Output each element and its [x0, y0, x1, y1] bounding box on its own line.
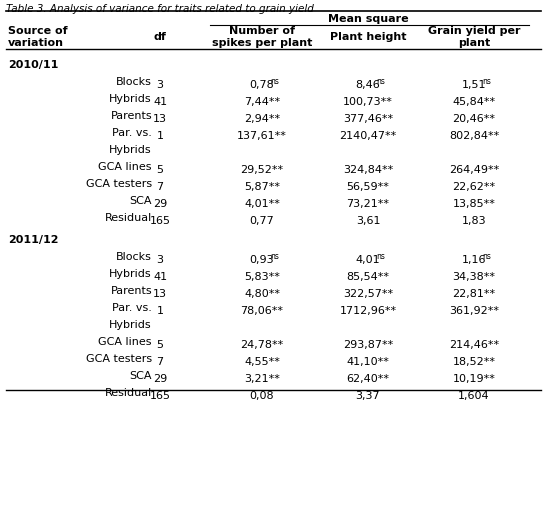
Text: Hybrids: Hybrids	[109, 145, 152, 155]
Text: Hybrids: Hybrids	[109, 320, 152, 330]
Text: 13: 13	[153, 114, 167, 124]
Text: 34,38**: 34,38**	[452, 272, 496, 281]
Text: 137,61**: 137,61**	[237, 131, 287, 140]
Text: 10,19**: 10,19**	[452, 374, 496, 384]
Text: 62,40**: 62,40**	[346, 374, 389, 384]
Text: ns: ns	[482, 251, 491, 261]
Text: 1,16: 1,16	[462, 254, 486, 265]
Text: 2011/12: 2011/12	[8, 235, 59, 245]
Text: 2010/11: 2010/11	[8, 60, 59, 70]
Text: 165: 165	[149, 216, 171, 225]
Text: Grain yield per
plant: Grain yield per plant	[428, 26, 520, 48]
Text: 73,21**: 73,21**	[346, 199, 389, 209]
Text: 1,51: 1,51	[462, 79, 486, 90]
Text: 324,84**: 324,84**	[343, 164, 393, 175]
Text: 3: 3	[156, 79, 164, 90]
Text: 0,77: 0,77	[249, 216, 275, 225]
Text: 0,08: 0,08	[249, 390, 274, 401]
Text: Plant height: Plant height	[330, 32, 406, 42]
Text: 20,46**: 20,46**	[452, 114, 496, 124]
Text: 7: 7	[156, 182, 164, 192]
Text: Hybrids: Hybrids	[109, 269, 152, 279]
Text: 1,604: 1,604	[458, 390, 490, 401]
Text: 13: 13	[153, 289, 167, 299]
Text: 18,52**: 18,52**	[452, 357, 496, 366]
Text: SCA: SCA	[130, 371, 152, 381]
Text: Par. vs.: Par. vs.	[112, 128, 152, 138]
Text: 1: 1	[156, 131, 164, 140]
Text: Source of
variation: Source of variation	[8, 26, 68, 48]
Text: SCA: SCA	[130, 196, 152, 206]
Text: 4,01: 4,01	[356, 254, 380, 265]
Text: ns: ns	[270, 251, 279, 261]
Text: 2140,47**: 2140,47**	[339, 131, 397, 140]
Text: Par. vs.: Par. vs.	[112, 303, 152, 313]
Text: 45,84**: 45,84**	[452, 97, 496, 107]
Text: 29: 29	[153, 199, 167, 209]
Text: Table 3. Analysis of variance for traits related to grain yield: Table 3. Analysis of variance for traits…	[6, 4, 314, 14]
Text: 5,87**: 5,87**	[244, 182, 280, 192]
Text: 13,85**: 13,85**	[452, 199, 496, 209]
Text: Mean square: Mean square	[328, 14, 408, 24]
Text: 377,46**: 377,46**	[343, 114, 393, 124]
Text: 361,92**: 361,92**	[449, 305, 499, 316]
Text: 3,61: 3,61	[356, 216, 380, 225]
Text: 1,83: 1,83	[462, 216, 486, 225]
Text: 1: 1	[156, 305, 164, 316]
Text: 22,81**: 22,81**	[452, 289, 496, 299]
Text: 165: 165	[149, 390, 171, 401]
Text: 41: 41	[153, 97, 167, 107]
Text: ns: ns	[482, 77, 491, 86]
Text: 29,52**: 29,52**	[241, 164, 283, 175]
Text: Blocks: Blocks	[116, 252, 152, 262]
Text: 85,54**: 85,54**	[346, 272, 389, 281]
Text: df: df	[154, 32, 166, 42]
Text: 3: 3	[156, 254, 164, 265]
Text: 5: 5	[156, 164, 164, 175]
Text: 22,62**: 22,62**	[452, 182, 496, 192]
Text: 78,06**: 78,06**	[241, 305, 283, 316]
Text: 100,73**: 100,73**	[343, 97, 393, 107]
Text: ns: ns	[376, 251, 385, 261]
Text: 7: 7	[156, 357, 164, 366]
Text: 293,87**: 293,87**	[343, 340, 393, 350]
Text: 322,57**: 322,57**	[343, 289, 393, 299]
Text: 264,49**: 264,49**	[449, 164, 499, 175]
Text: 4,55**: 4,55**	[244, 357, 280, 366]
Text: GCA testers: GCA testers	[86, 354, 152, 364]
Text: 5: 5	[156, 340, 164, 350]
Text: 0,93: 0,93	[249, 254, 274, 265]
Text: 4,80**: 4,80**	[244, 289, 280, 299]
Text: Number of
spikes per plant: Number of spikes per plant	[212, 26, 312, 48]
Text: ns: ns	[270, 77, 279, 86]
Text: 3,21**: 3,21**	[244, 374, 280, 384]
Text: 7,44**: 7,44**	[244, 97, 280, 107]
Text: 5,83**: 5,83**	[244, 272, 280, 281]
Text: ns: ns	[376, 77, 385, 86]
Text: 214,46**: 214,46**	[449, 340, 499, 350]
Text: Parents: Parents	[110, 286, 152, 296]
Text: Parents: Parents	[110, 111, 152, 121]
Text: GCA lines: GCA lines	[98, 162, 152, 172]
Text: 4,01**: 4,01**	[244, 199, 280, 209]
Text: Residual: Residual	[104, 388, 152, 398]
Text: 802,84**: 802,84**	[449, 131, 499, 140]
Text: Hybrids: Hybrids	[109, 94, 152, 104]
Text: 41: 41	[153, 272, 167, 281]
Text: GCA testers: GCA testers	[86, 179, 152, 189]
Text: 1712,96**: 1712,96**	[340, 305, 397, 316]
Text: 2,94**: 2,94**	[244, 114, 280, 124]
Text: GCA lines: GCA lines	[98, 337, 152, 347]
Text: Blocks: Blocks	[116, 77, 152, 87]
Text: 3,37: 3,37	[356, 390, 380, 401]
Text: 41,10**: 41,10**	[347, 357, 389, 366]
Text: 56,59**: 56,59**	[347, 182, 389, 192]
Text: Residual: Residual	[104, 213, 152, 223]
Text: 29: 29	[153, 374, 167, 384]
Text: 0,78: 0,78	[249, 79, 275, 90]
Text: 8,46: 8,46	[356, 79, 380, 90]
Text: 24,78**: 24,78**	[240, 340, 284, 350]
